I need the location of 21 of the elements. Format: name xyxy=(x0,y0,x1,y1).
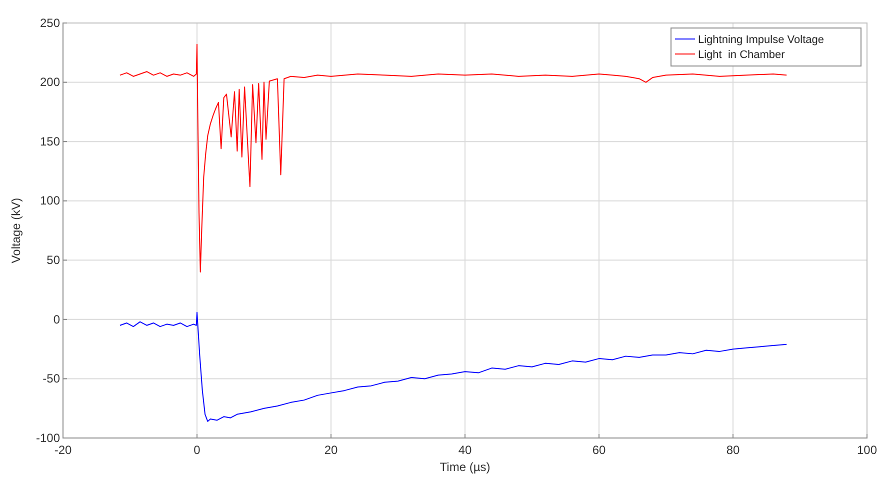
x-tick-label: -20 xyxy=(54,443,72,458)
line-series xyxy=(119,312,788,422)
y-tick-label: 0 xyxy=(53,312,60,326)
x-tick-label: 100 xyxy=(856,443,878,458)
y-tick-label: 100 xyxy=(40,194,60,208)
x-tick-label: 20 xyxy=(324,443,338,458)
y-tick-label: 250 xyxy=(40,16,60,30)
y-tick-label: 200 xyxy=(40,75,60,90)
legend-label: Light in Chamber xyxy=(698,49,786,61)
legend-label: Lightning Impulse Voltage xyxy=(698,34,824,46)
line-series xyxy=(119,44,788,272)
y-tick-label: 150 xyxy=(40,134,60,148)
x-tick-label: 60 xyxy=(592,443,606,458)
y-tick-label: -100 xyxy=(36,430,60,445)
x-tick-label: 40 xyxy=(458,443,472,458)
y-axis-title: Voltage (kV) xyxy=(9,198,23,264)
y-tick-label: 50 xyxy=(46,252,60,267)
x-tick-label: 0 xyxy=(194,443,201,458)
x-tick-label: 80 xyxy=(726,443,740,458)
y-tick-label: -50 xyxy=(42,372,60,386)
x-axis-title: Time (µs) xyxy=(440,460,490,474)
